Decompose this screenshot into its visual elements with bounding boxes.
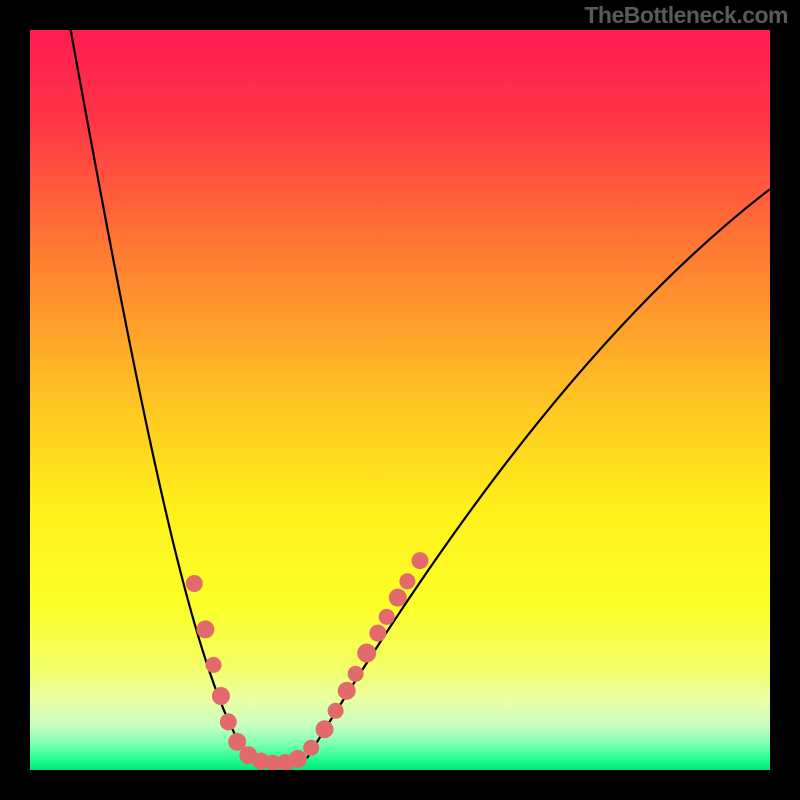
data-marker	[303, 740, 319, 756]
data-marker	[411, 552, 428, 569]
plot-area	[30, 30, 770, 770]
data-marker	[220, 713, 237, 730]
data-marker	[379, 609, 395, 625]
watermark-label: TheBottleneck.com	[584, 2, 788, 29]
data-marker	[357, 644, 376, 663]
data-marker	[289, 750, 307, 768]
data-marker	[399, 573, 415, 589]
data-marker	[328, 703, 344, 719]
plot-svg	[30, 30, 770, 770]
data-marker	[389, 589, 407, 607]
data-marker	[196, 620, 214, 638]
data-marker	[206, 657, 222, 673]
data-marker	[212, 687, 230, 705]
data-marker	[186, 575, 203, 592]
data-marker	[316, 720, 334, 738]
data-marker	[348, 666, 364, 682]
chart-canvas: TheBottleneck.com	[0, 0, 800, 800]
data-marker	[369, 625, 386, 642]
data-marker	[338, 682, 356, 700]
